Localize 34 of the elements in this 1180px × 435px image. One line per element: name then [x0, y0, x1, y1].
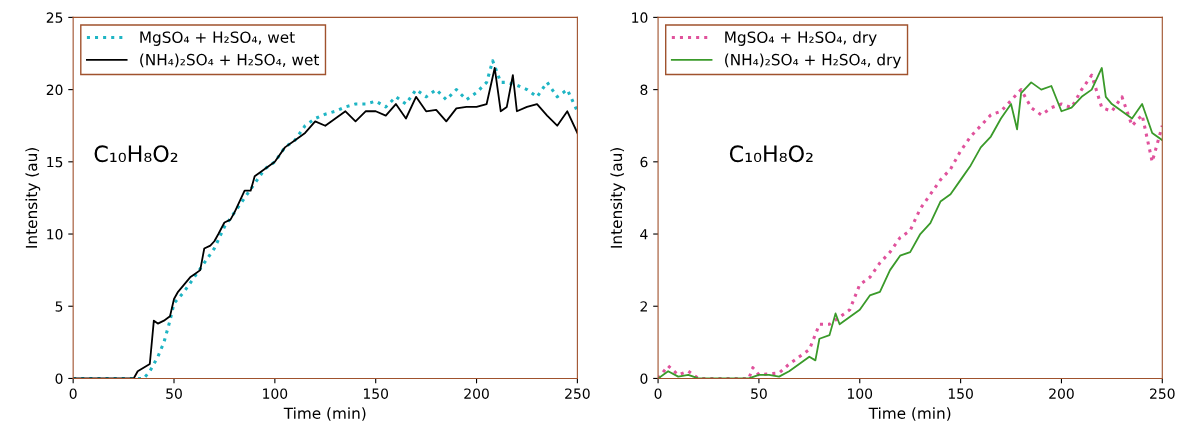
y-tick-label: 6 — [640, 156, 648, 168]
y-tick-label: 0 — [55, 373, 63, 384]
y-tick-label: 5 — [55, 301, 63, 312]
annotation: C₁₀H₈O₂ — [94, 145, 178, 163]
legend-label: MgSO₄ + H₂SO₄, wet — [140, 31, 295, 46]
y-axis-title: Intensity (au) — [610, 148, 626, 248]
legend-label: (NH₄)₂SO₄ + H₂SO₄, dry — [725, 53, 901, 69]
x-tick-label: 100 — [848, 388, 873, 399]
y-tick-label: 10 — [47, 229, 63, 240]
x-tick-label: 0 — [69, 388, 77, 399]
x-axis-title: Time (min) — [283, 407, 366, 421]
y-tick-label: 10 — [632, 12, 648, 23]
x-tick-label: 50 — [751, 388, 767, 399]
y-tick-label: 8 — [640, 84, 648, 96]
y-tick-label: 15 — [47, 156, 63, 168]
y-tick-label: 25 — [46, 12, 63, 23]
x-tick-label: 0 — [654, 388, 662, 399]
x-tick-label: 250 — [565, 388, 590, 399]
y-axis-title: Intensity (au) — [25, 148, 41, 248]
x-tick-label: 50 — [166, 388, 182, 399]
y-tick-label: 2 — [640, 301, 647, 312]
legend-label: (NH₄)₂SO₄ + H₂SO₄, wet — [140, 53, 319, 68]
x-axis-title: Time (min) — [868, 407, 951, 421]
y-tick-label: 4 — [640, 229, 648, 240]
y-tick-label: 20 — [46, 84, 63, 96]
x-tick-label: 250 — [1150, 388, 1175, 399]
x-tick-label: 200 — [1049, 388, 1074, 399]
x-tick-label: 150 — [948, 388, 973, 399]
x-tick-label: 100 — [263, 388, 288, 399]
x-tick-label: 150 — [363, 388, 389, 399]
y-tick-label: 0 — [640, 373, 648, 384]
legend-label: MgSO₄ + H₂SO₄, dry — [725, 31, 877, 46]
annotation: C₁₀H₈O₂ — [729, 145, 813, 163]
x-tick-label: 200 — [464, 388, 489, 399]
